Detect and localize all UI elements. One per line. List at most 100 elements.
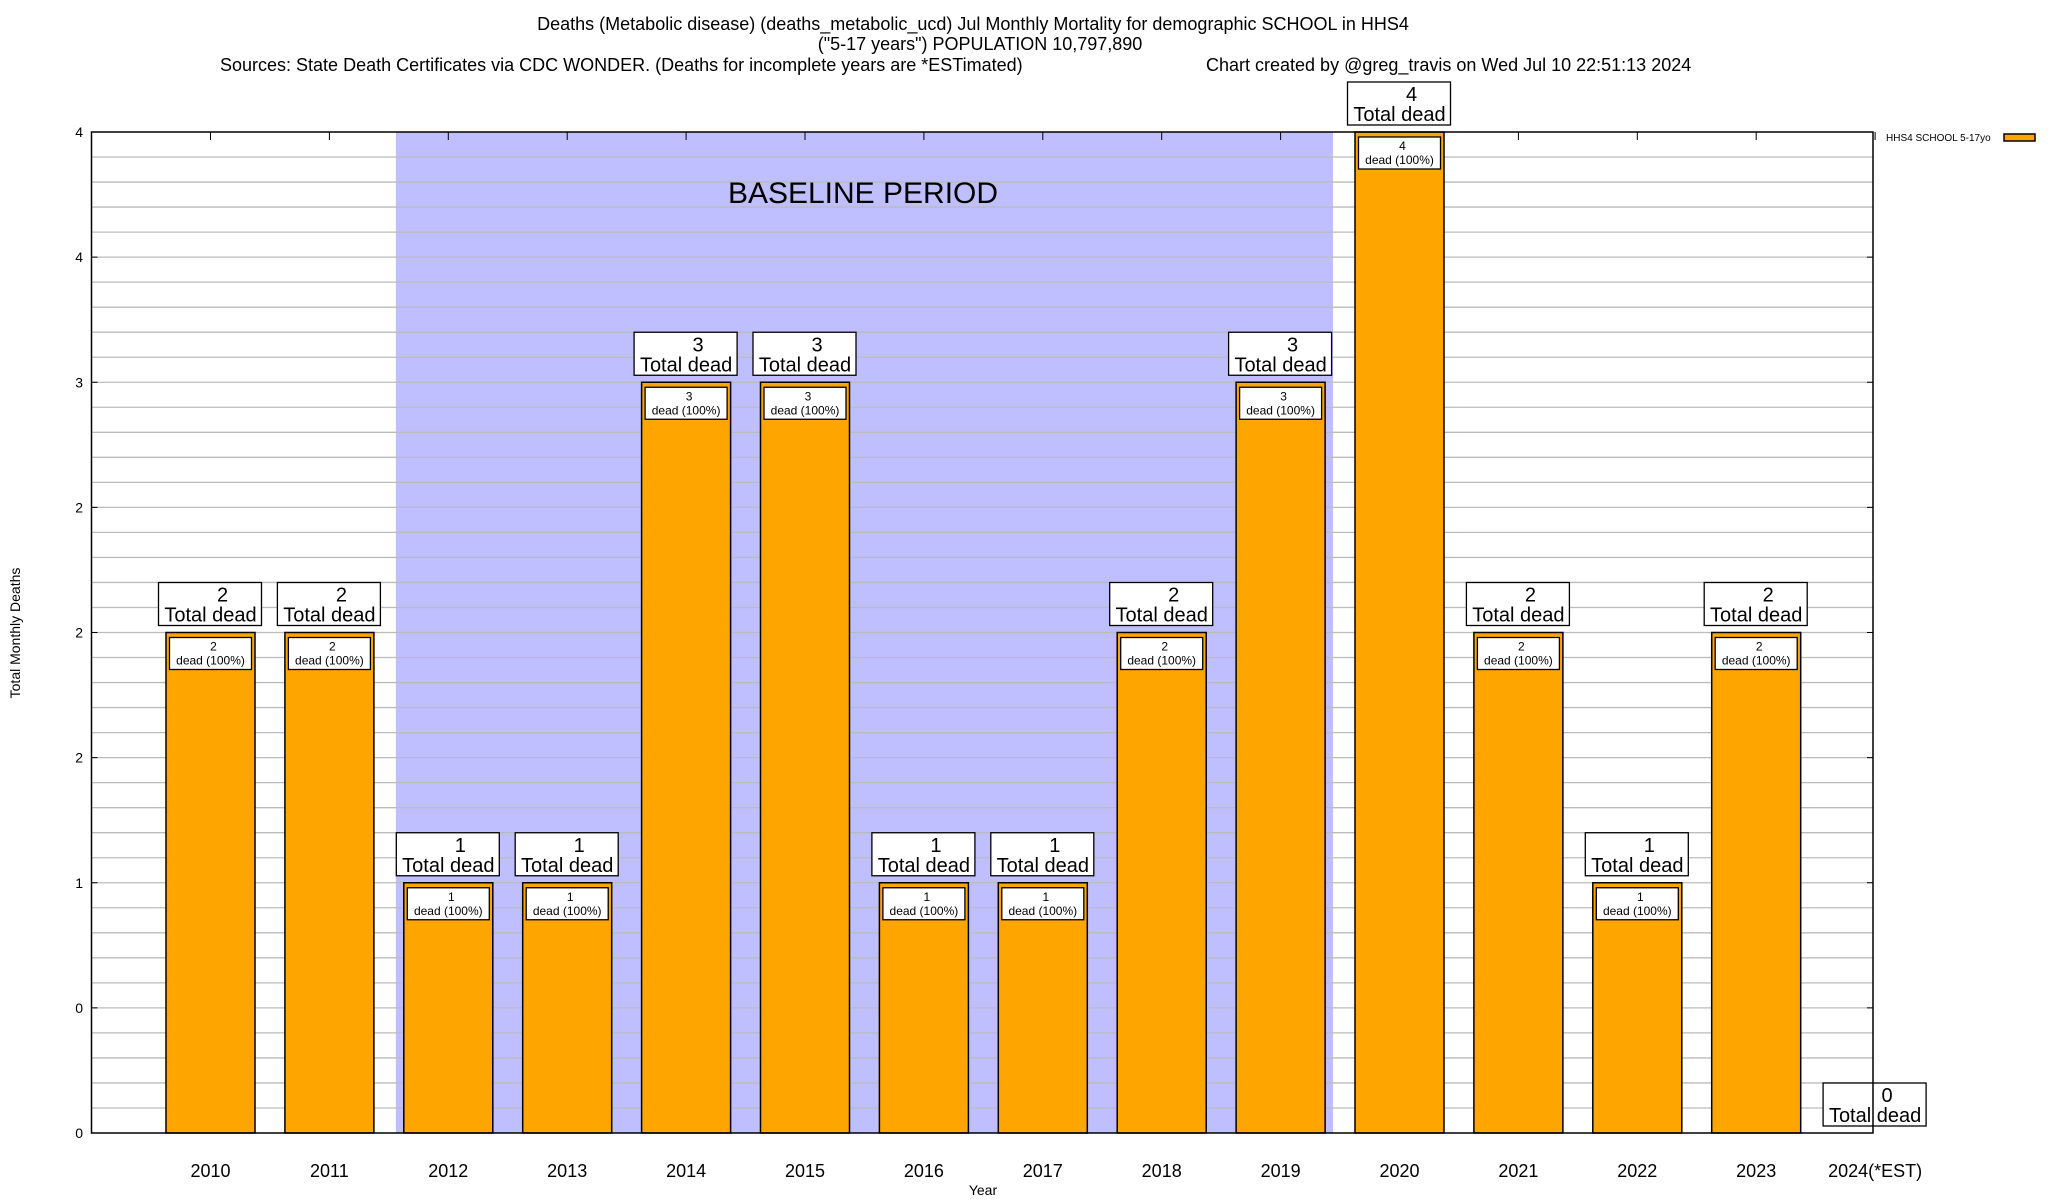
total-label: Total dead xyxy=(640,354,732,376)
x-tick-label: 2015 xyxy=(785,1161,825,1181)
total-label-box xyxy=(157,581,263,627)
bar-inner-value: 2 xyxy=(329,640,336,654)
bar-inner-value: 1 xyxy=(448,890,455,904)
bar-inner-label: dead (100%) xyxy=(1127,654,1196,668)
bar xyxy=(1473,631,1564,1134)
total-value: 3 xyxy=(693,334,704,356)
bar xyxy=(403,882,494,1134)
total-value: 1 xyxy=(574,835,585,857)
y-axis-label: Total Monthly Deaths xyxy=(7,568,23,699)
bar-inner-value: 4 xyxy=(1399,139,1406,153)
bar-inner-label: dead (100%) xyxy=(1603,904,1672,918)
bar-inner-label-box xyxy=(1714,636,1798,671)
bar-inner-value: 1 xyxy=(1042,890,1049,904)
total-label-box xyxy=(276,581,382,627)
total-label: Total dead xyxy=(1472,605,1564,627)
total-label-box xyxy=(1584,832,1689,877)
total-value: 1 xyxy=(930,835,941,857)
bar-inner-value: 2 xyxy=(1161,640,1168,654)
total-value: 0 xyxy=(1882,1085,1893,1107)
total-value: 1 xyxy=(1049,835,1060,857)
total-label: Total dead xyxy=(1353,104,1445,126)
x-tick-label: 2018 xyxy=(1142,1161,1182,1181)
total-label-box xyxy=(395,832,500,877)
y-tick-label: 0 xyxy=(75,1125,83,1141)
total-value: 2 xyxy=(1525,585,1536,607)
y-tick-label: 2 xyxy=(75,625,83,641)
total-value: 2 xyxy=(1763,585,1774,607)
x-tick-label: 2012 xyxy=(428,1161,468,1181)
bar-inner-label-box xyxy=(1595,887,1679,921)
bar xyxy=(759,381,851,1134)
chart-sources: Sources: State Death Certificates via CD… xyxy=(220,55,1023,75)
bar-inner-value: 1 xyxy=(567,890,574,904)
baseline-period-label: BASELINE PERIOD xyxy=(728,177,998,210)
bar-inner-label-box xyxy=(644,386,728,420)
total-label-box xyxy=(1109,581,1214,627)
bar-inner-label-box xyxy=(1357,136,1442,170)
total-label-box xyxy=(1822,1082,1927,1127)
total-label-box xyxy=(1465,581,1571,627)
x-tick-label: 2019 xyxy=(1261,1161,1301,1181)
bar xyxy=(1710,631,1802,1134)
y-tick-label: 4 xyxy=(75,124,83,140)
bar-inner-value: 2 xyxy=(1518,640,1525,654)
bar xyxy=(1592,882,1683,1134)
bar-inner-label-box xyxy=(1001,887,1085,921)
bar-inner-value: 2 xyxy=(1756,640,1763,654)
bar-inner-label: dead (100%) xyxy=(890,904,959,918)
y-tick-label: 2 xyxy=(75,750,83,766)
bar-inner-value: 1 xyxy=(1637,890,1644,904)
total-value: 2 xyxy=(336,585,347,607)
bar xyxy=(640,381,732,1134)
x-tick-label: 2010 xyxy=(190,1161,230,1181)
bar-inner-label-box xyxy=(1476,636,1561,671)
x-tick-label: 2014 xyxy=(666,1161,706,1181)
total-label: Total dead xyxy=(878,855,970,877)
plot-frame xyxy=(90,131,1874,1134)
total-label-box xyxy=(1703,581,1808,627)
total-value: 2 xyxy=(1168,585,1179,607)
total-label: Total dead xyxy=(1234,354,1326,376)
bar xyxy=(1116,631,1207,1134)
bar-inner-label: dead (100%) xyxy=(533,904,602,918)
bar-inner-label-box xyxy=(406,887,490,921)
bar-inner-label: dead (100%) xyxy=(1722,654,1791,668)
bar xyxy=(284,631,375,1134)
total-value: 1 xyxy=(455,835,466,857)
bar-inner-label: dead (100%) xyxy=(771,403,840,417)
y-tick-label: 0 xyxy=(75,1000,83,1016)
bar-inner-label-box xyxy=(882,887,966,921)
total-label: Total dead xyxy=(1710,605,1802,627)
x-tick-label: 2016 xyxy=(904,1161,944,1181)
total-label: Total dead xyxy=(1829,1105,1921,1127)
total-value: 4 xyxy=(1406,84,1417,106)
total-label: Total dead xyxy=(402,855,494,877)
total-label-box xyxy=(1346,81,1452,126)
total-label: Total dead xyxy=(521,855,613,877)
bar xyxy=(1235,381,1326,1134)
total-label-box xyxy=(633,331,738,376)
x-tick-label: 2021 xyxy=(1498,1161,1538,1181)
x-tick-label: 2022 xyxy=(1617,1161,1657,1181)
bar-inner-value: 3 xyxy=(686,389,693,403)
legend: HHS4 SCHOOL 5-17yo xyxy=(1886,133,2036,144)
x-tick-label: 2013 xyxy=(547,1161,587,1181)
bar-inner-label: dead (100%) xyxy=(1365,153,1434,167)
y-tick-label: 1 xyxy=(75,875,83,891)
bar xyxy=(165,631,256,1134)
total-value: 3 xyxy=(811,334,822,356)
total-label: Total dead xyxy=(997,855,1089,877)
total-value: 2 xyxy=(217,585,228,607)
total-label-box xyxy=(990,832,1095,877)
bar-inner-label: dead (100%) xyxy=(414,904,483,918)
total-label-box xyxy=(514,832,619,877)
total-label: Total dead xyxy=(1116,605,1208,627)
bar-inner-label-box xyxy=(168,636,253,671)
chart-title: Deaths (Metabolic disease) (deaths_metab… xyxy=(537,14,1409,35)
bar-inner-value: 2 xyxy=(210,640,217,654)
bar xyxy=(878,882,970,1134)
total-label: Total dead xyxy=(1591,855,1683,877)
x-axis-label: Year xyxy=(969,1182,998,1198)
